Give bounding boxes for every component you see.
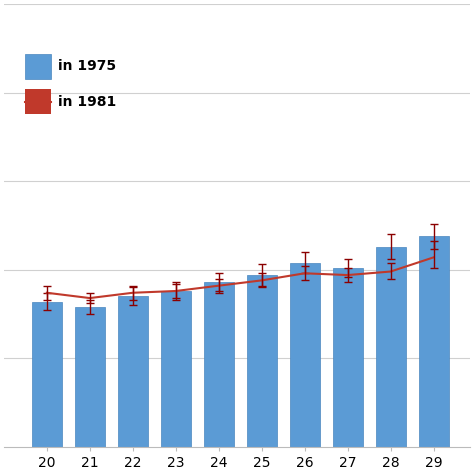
Bar xyxy=(118,296,148,447)
Text: in 1975: in 1975 xyxy=(57,59,116,73)
Bar xyxy=(161,291,191,447)
Bar xyxy=(290,263,320,447)
FancyBboxPatch shape xyxy=(25,89,51,114)
Bar xyxy=(204,282,234,447)
Bar xyxy=(32,301,62,447)
Bar xyxy=(246,275,277,447)
Bar xyxy=(375,247,406,447)
Bar xyxy=(333,268,363,447)
Bar xyxy=(75,307,105,447)
FancyBboxPatch shape xyxy=(25,54,51,79)
Bar xyxy=(419,236,449,447)
Text: in 1981: in 1981 xyxy=(57,94,116,109)
